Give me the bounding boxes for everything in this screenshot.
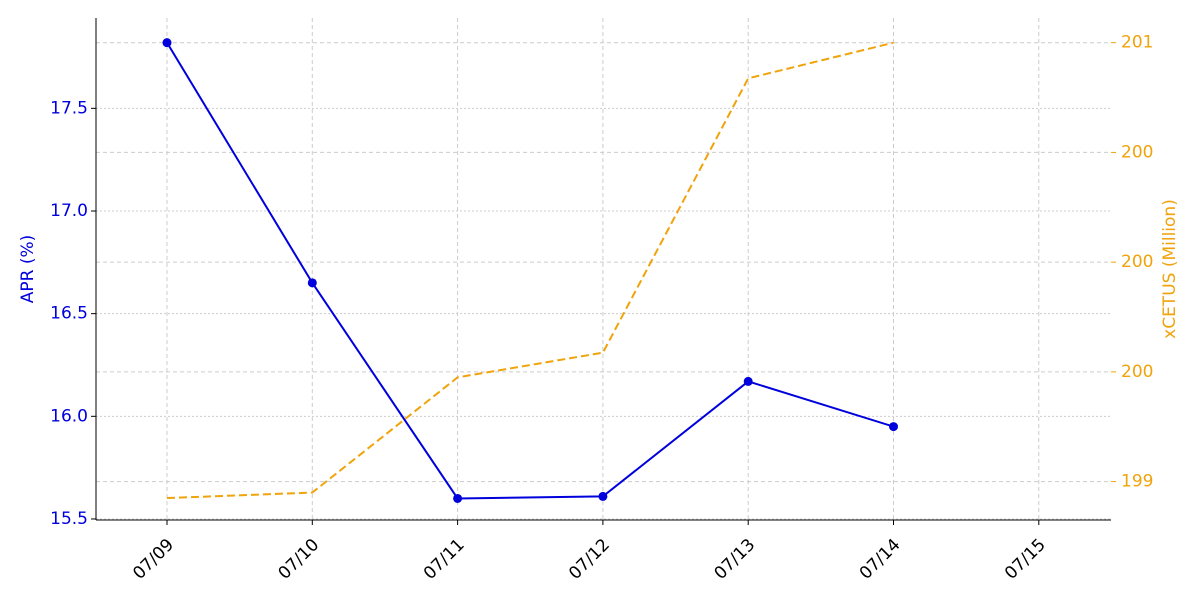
point <box>598 491 608 501</box>
x-tick-label: 07/13 <box>710 535 759 584</box>
x-tick-label: 07/12 <box>565 535 614 584</box>
y-axis-label: APR (%) <box>18 235 38 304</box>
x-tick-label: 07/11 <box>420 535 469 584</box>
y2-tick-label: 199 <box>1121 472 1153 492</box>
x-tick-label: 07/15 <box>1001 535 1050 584</box>
point <box>889 422 898 432</box>
point <box>162 38 172 48</box>
x-tick-label: 07/09 <box>129 535 178 584</box>
y2-axis-label: xCETUS (Million) <box>1160 199 1180 339</box>
y-tick-label: 16.5 <box>50 304 88 324</box>
y2-tick-label: 200 <box>1121 362 1153 382</box>
x-tick-label: 07/10 <box>275 535 324 584</box>
y2-tick-label: 200 <box>1121 252 1153 272</box>
point <box>743 376 753 386</box>
series-line <box>166 42 894 500</box>
y2-tick-label: 201 <box>1121 33 1153 53</box>
point <box>453 493 463 503</box>
point <box>307 278 317 288</box>
series-line <box>166 41 894 500</box>
y-tick-label: 17.5 <box>50 98 88 118</box>
x-tick-label: 07/14 <box>856 535 905 584</box>
y2-tick-label: 200 <box>1121 142 1153 162</box>
y-tick-label: 17.0 <box>50 201 88 221</box>
y-tick-label: 15.5 <box>50 509 88 529</box>
y-tick-label: 16.0 <box>50 406 88 426</box>
